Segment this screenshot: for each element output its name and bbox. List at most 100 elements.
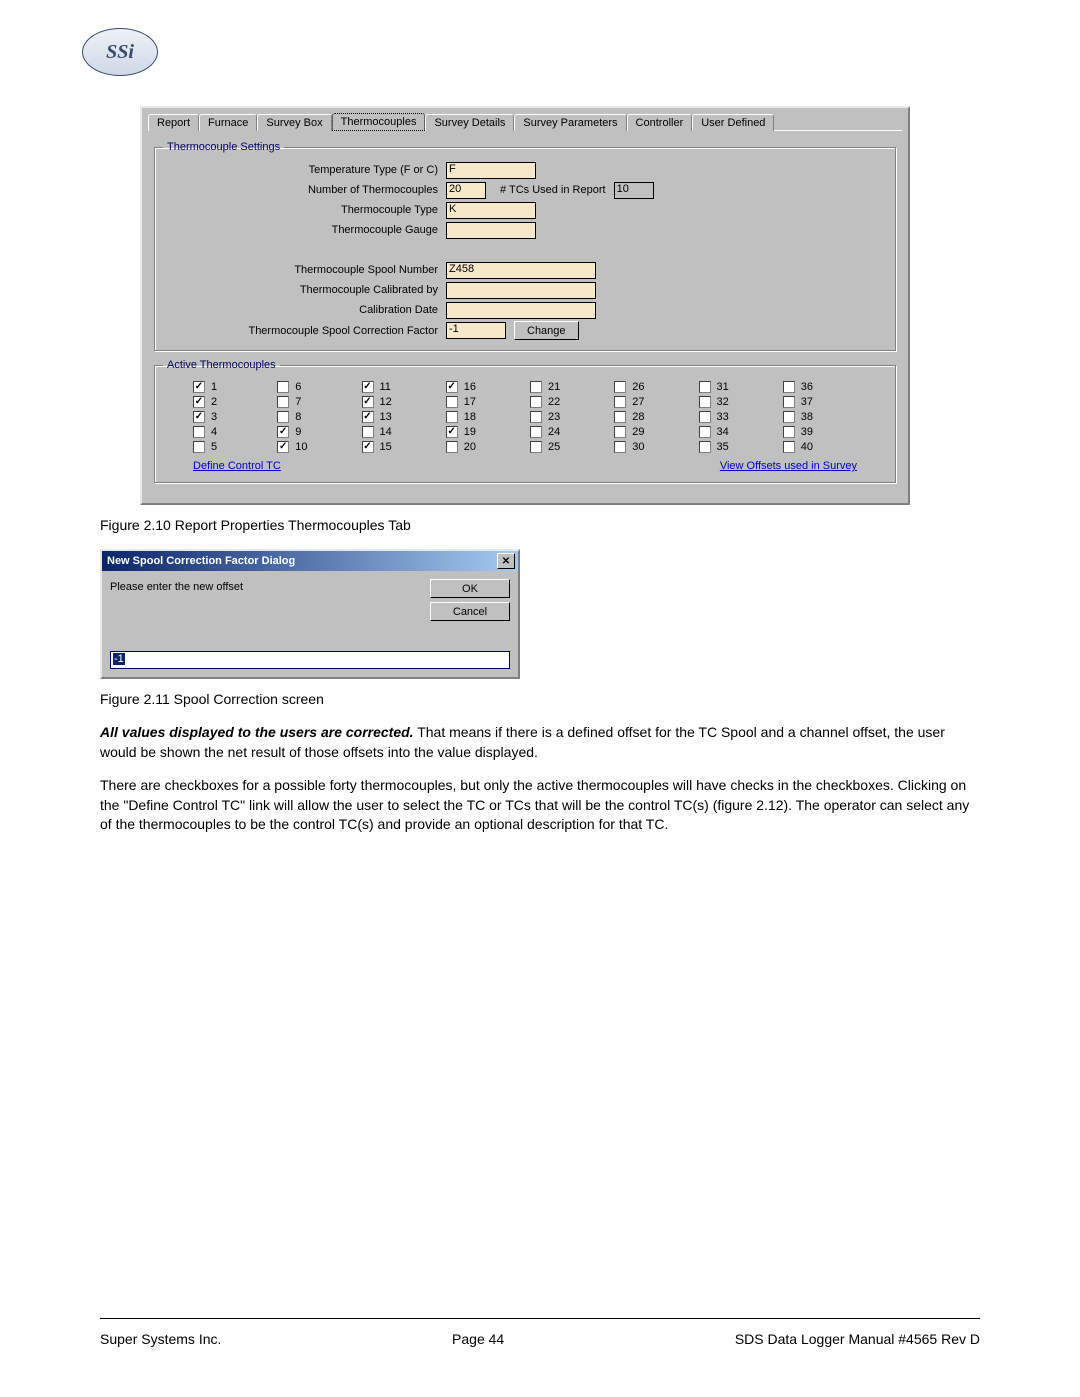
checkbox-icon[interactable] [614, 411, 626, 423]
tab-report[interactable]: Report [148, 114, 199, 131]
tc-checkbox-10[interactable]: 10 [277, 439, 351, 454]
checkbox-icon[interactable] [193, 411, 205, 423]
checkbox-icon[interactable] [446, 396, 458, 408]
checkbox-icon[interactable] [699, 381, 711, 393]
checkbox-icon[interactable] [446, 381, 458, 393]
checkbox-icon[interactable] [530, 426, 542, 438]
checkbox-icon[interactable] [193, 396, 205, 408]
checkbox-icon[interactable] [783, 411, 795, 423]
checkbox-icon[interactable] [530, 381, 542, 393]
checkbox-icon[interactable] [614, 381, 626, 393]
checkbox-icon[interactable] [783, 441, 795, 453]
tc-checkbox-3[interactable]: 3 [193, 409, 267, 424]
tab-survey-details[interactable]: Survey Details [425, 114, 514, 131]
input-tc-type[interactable]: K [446, 202, 536, 219]
checkbox-icon[interactable] [446, 426, 458, 438]
tc-checkbox-9[interactable]: 9 [277, 424, 351, 439]
tc-checkbox-2[interactable]: 2 [193, 394, 267, 409]
tc-checkbox-27[interactable]: 27 [614, 394, 688, 409]
checkbox-icon[interactable] [699, 441, 711, 453]
tc-checkbox-7[interactable]: 7 [277, 394, 351, 409]
checkbox-icon[interactable] [699, 426, 711, 438]
tab-survey-parameters[interactable]: Survey Parameters [514, 114, 626, 131]
tab-survey-box[interactable]: Survey Box [257, 114, 331, 131]
tc-checkbox-13[interactable]: 13 [362, 409, 436, 424]
input-temp-type[interactable]: F [446, 162, 536, 179]
change-button[interactable]: Change [514, 321, 579, 340]
tc-checkbox-16[interactable]: 16 [446, 379, 520, 394]
checkbox-icon[interactable] [614, 396, 626, 408]
tc-checkbox-8[interactable]: 8 [277, 409, 351, 424]
tc-checkbox-32[interactable]: 32 [699, 394, 773, 409]
checkbox-icon[interactable] [699, 411, 711, 423]
checkbox-icon[interactable] [193, 441, 205, 453]
offset-input[interactable]: -1 [110, 651, 510, 669]
checkbox-icon[interactable] [277, 396, 289, 408]
tc-checkbox-29[interactable]: 29 [614, 424, 688, 439]
tc-checkbox-23[interactable]: 23 [530, 409, 604, 424]
tc-checkbox-36[interactable]: 36 [783, 379, 857, 394]
checkbox-icon[interactable] [277, 411, 289, 423]
tc-checkbox-20[interactable]: 20 [446, 439, 520, 454]
tc-checkbox-19[interactable]: 19 [446, 424, 520, 439]
tc-checkbox-17[interactable]: 17 [446, 394, 520, 409]
checkbox-icon[interactable] [362, 396, 374, 408]
checkbox-icon[interactable] [446, 441, 458, 453]
checkbox-icon[interactable] [362, 426, 374, 438]
input-spool-num[interactable]: Z458 [446, 262, 596, 279]
checkbox-icon[interactable] [530, 396, 542, 408]
checkbox-icon[interactable] [783, 426, 795, 438]
cancel-button[interactable]: Cancel [430, 602, 510, 621]
checkbox-icon[interactable] [277, 426, 289, 438]
tc-checkbox-40[interactable]: 40 [783, 439, 857, 454]
input-cal-date[interactable] [446, 302, 596, 319]
tc-checkbox-4[interactable]: 4 [193, 424, 267, 439]
tc-checkbox-28[interactable]: 28 [614, 409, 688, 424]
tc-checkbox-37[interactable]: 37 [783, 394, 857, 409]
tc-checkbox-35[interactable]: 35 [699, 439, 773, 454]
input-calibrated-by[interactable] [446, 282, 596, 299]
checkbox-icon[interactable] [783, 381, 795, 393]
checkbox-icon[interactable] [362, 381, 374, 393]
tc-checkbox-21[interactable]: 21 [530, 379, 604, 394]
tc-checkbox-14[interactable]: 14 [362, 424, 436, 439]
tc-checkbox-31[interactable]: 31 [699, 379, 773, 394]
tc-checkbox-33[interactable]: 33 [699, 409, 773, 424]
tc-checkbox-34[interactable]: 34 [699, 424, 773, 439]
tc-checkbox-38[interactable]: 38 [783, 409, 857, 424]
input-tc-gauge[interactable] [446, 222, 536, 239]
tc-checkbox-11[interactable]: 11 [362, 379, 436, 394]
tab-controller[interactable]: Controller [627, 114, 693, 131]
tc-checkbox-26[interactable]: 26 [614, 379, 688, 394]
tc-checkbox-30[interactable]: 30 [614, 439, 688, 454]
checkbox-icon[interactable] [277, 381, 289, 393]
define-control-tc-link[interactable]: Define Control TC [193, 460, 281, 472]
tab-user-defined[interactable]: User Defined [692, 114, 774, 131]
checkbox-icon[interactable] [446, 411, 458, 423]
tc-checkbox-12[interactable]: 12 [362, 394, 436, 409]
checkbox-icon[interactable] [614, 426, 626, 438]
tc-checkbox-24[interactable]: 24 [530, 424, 604, 439]
checkbox-icon[interactable] [699, 396, 711, 408]
tc-checkbox-18[interactable]: 18 [446, 409, 520, 424]
checkbox-icon[interactable] [277, 441, 289, 453]
tab-furnace[interactable]: Furnace [199, 114, 257, 131]
view-offsets-link[interactable]: View Offsets used in Survey [720, 460, 857, 472]
ok-button[interactable]: OK [430, 579, 510, 598]
tc-checkbox-15[interactable]: 15 [362, 439, 436, 454]
tab-thermocouples[interactable]: Thermocouples [332, 113, 426, 131]
checkbox-icon[interactable] [530, 411, 542, 423]
tc-checkbox-22[interactable]: 22 [530, 394, 604, 409]
checkbox-icon[interactable] [362, 441, 374, 453]
tc-checkbox-5[interactable]: 5 [193, 439, 267, 454]
checkbox-icon[interactable] [193, 426, 205, 438]
checkbox-icon[interactable] [783, 396, 795, 408]
tc-checkbox-1[interactable]: 1 [193, 379, 267, 394]
tc-checkbox-6[interactable]: 6 [277, 379, 351, 394]
tc-checkbox-39[interactable]: 39 [783, 424, 857, 439]
checkbox-icon[interactable] [362, 411, 374, 423]
checkbox-icon[interactable] [530, 441, 542, 453]
checkbox-icon[interactable] [193, 381, 205, 393]
close-icon[interactable]: ✕ [497, 553, 515, 569]
checkbox-icon[interactable] [614, 441, 626, 453]
